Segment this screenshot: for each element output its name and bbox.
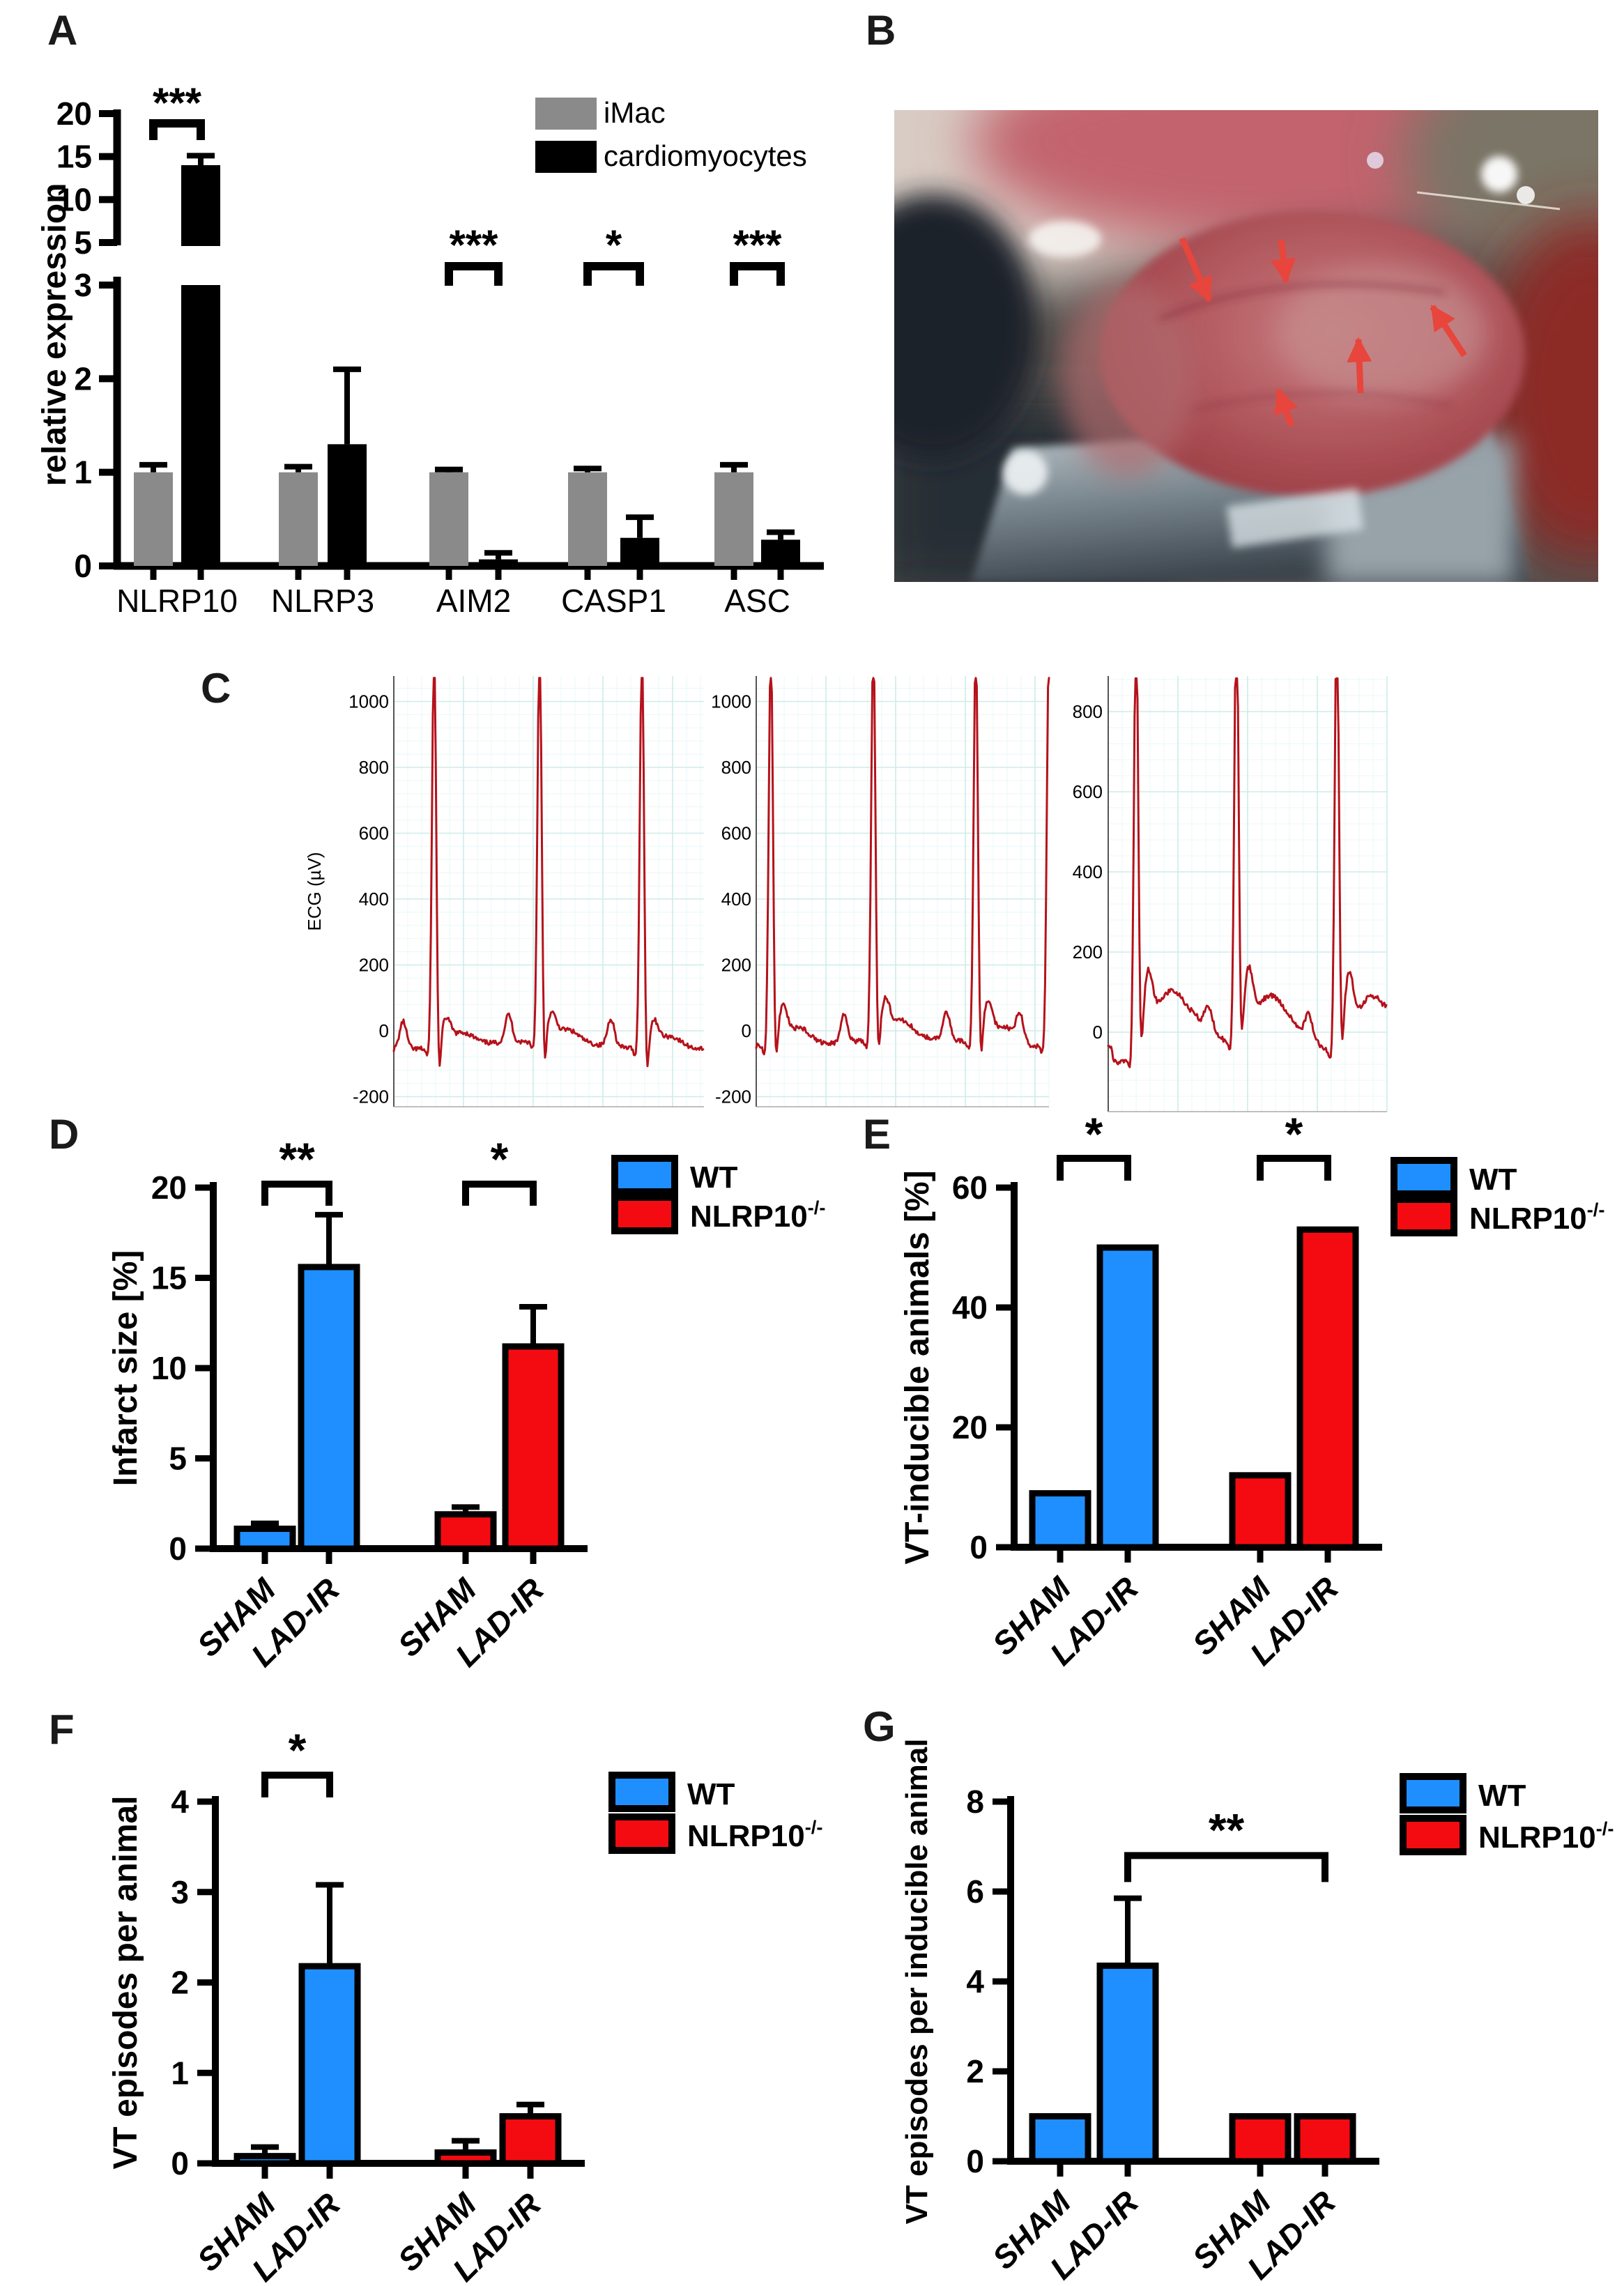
svg-text:20: 20 — [151, 1169, 187, 1206]
svg-text:400: 400 — [721, 889, 751, 910]
svg-text:NLRP10-/-: NLRP10-/- — [1478, 1818, 1614, 1855]
svg-text:800: 800 — [721, 757, 751, 778]
svg-text:ECG (µV): ECG (µV) — [304, 852, 325, 930]
svg-text:8: 8 — [966, 1783, 984, 1820]
svg-text:ASC: ASC — [724, 583, 790, 619]
svg-text:-200: -200 — [353, 1087, 389, 1107]
svg-text:*: * — [1085, 1108, 1103, 1160]
svg-text:iMac: iMac — [604, 96, 666, 129]
svg-text:600: 600 — [359, 823, 389, 844]
svg-text:40: 40 — [952, 1289, 988, 1326]
svg-text:3: 3 — [74, 267, 92, 303]
svg-text:200: 200 — [359, 955, 389, 976]
svg-text:400: 400 — [1073, 861, 1103, 882]
svg-text:VT-inducible animals [%]: VT-inducible animals [%] — [899, 1170, 936, 1564]
svg-text:1000: 1000 — [711, 691, 751, 712]
svg-text:Infarct size [%]: Infarct size [%] — [107, 1250, 144, 1487]
panel-a-letter: A — [47, 7, 78, 54]
svg-text:600: 600 — [721, 823, 751, 844]
svg-text:400: 400 — [359, 889, 389, 910]
panel-f-letter: F — [49, 1706, 75, 1753]
svg-text:NLRP10-/-: NLRP10-/- — [687, 1816, 822, 1853]
panel-c-ecg-trace-2: -200 0 200 400 600 800 1000 — [711, 676, 1050, 1107]
svg-text:VT episodes per inducible anim: VT episodes per inducible animal — [900, 1739, 934, 2225]
svg-text:800: 800 — [359, 757, 389, 778]
panel-c-ecg-trace-1: -200 0 200 400 600 800 1000 ECG (µV) — [304, 676, 705, 1107]
svg-text:relative expression: relative expression — [36, 183, 73, 486]
svg-text:2: 2 — [966, 2053, 984, 2089]
svg-text:10: 10 — [56, 181, 92, 217]
panel-b-surgery-photo — [894, 110, 1598, 582]
svg-text:4: 4 — [966, 1963, 984, 2000]
svg-text:0: 0 — [1093, 1022, 1103, 1043]
svg-text:1: 1 — [171, 2055, 189, 2091]
panel-a-expression-bar-chart: 0 1 2 3 5 10 15 20 relative expression NLRP10 NLRP… — [36, 79, 824, 619]
svg-text:*: * — [1285, 1108, 1303, 1160]
svg-text:WT: WT — [1469, 1163, 1517, 1197]
heart-surgery-photo-illustration — [894, 110, 1598, 582]
svg-text:15: 15 — [151, 1260, 187, 1296]
svg-text:2: 2 — [171, 1965, 189, 2001]
panel-e-vt-inducible-bar-chart: VT-inducible animals [%] 0204060SHAMLAD-I… — [899, 1108, 1604, 1672]
svg-text:0: 0 — [379, 1020, 389, 1041]
panel-e-letter: E — [863, 1111, 891, 1158]
svg-text:0: 0 — [966, 2143, 984, 2179]
svg-text:4: 4 — [171, 1783, 189, 1820]
panel-g-letter: G — [863, 1703, 896, 1750]
svg-text:15: 15 — [56, 139, 92, 175]
svg-text:10: 10 — [151, 1350, 187, 1386]
svg-text:5: 5 — [169, 1441, 187, 1477]
svg-text:WT: WT — [1478, 1779, 1526, 1813]
svg-text:60: 60 — [952, 1169, 988, 1206]
svg-text:1: 1 — [74, 454, 92, 491]
svg-text:6: 6 — [966, 1873, 984, 1910]
svg-text:5: 5 — [74, 224, 92, 261]
svg-text:0: 0 — [970, 1529, 988, 1565]
svg-text:-200: -200 — [715, 1087, 751, 1107]
svg-text:0: 0 — [169, 1531, 187, 1567]
svg-text:NLRP10-/-: NLRP10-/- — [1469, 1199, 1604, 1236]
svg-text:*: * — [491, 1133, 509, 1185]
svg-text:NLRP10: NLRP10 — [116, 583, 238, 619]
panel-b-letter: B — [866, 7, 896, 54]
panel-g-vt-episodes-inducible-bar-chart: VT episodes per inducible animal 02468SHA… — [900, 1739, 1614, 2286]
svg-text:1000: 1000 — [348, 691, 389, 712]
svg-text:20: 20 — [952, 1409, 988, 1445]
svg-text:800: 800 — [1073, 701, 1103, 722]
svg-text:0: 0 — [171, 2145, 189, 2181]
svg-text:20: 20 — [56, 95, 92, 132]
svg-text:*: * — [606, 222, 622, 268]
svg-text:cardiomyocytes: cardiomyocytes — [604, 139, 807, 172]
svg-text:***: *** — [153, 79, 202, 126]
svg-text:***: *** — [733, 222, 782, 268]
svg-text:**: ** — [1209, 1804, 1245, 1855]
panel-d-letter: D — [49, 1111, 79, 1158]
svg-text:600: 600 — [1073, 781, 1103, 802]
svg-text:0: 0 — [742, 1020, 751, 1041]
svg-text:2: 2 — [74, 360, 92, 397]
svg-text:0: 0 — [74, 548, 92, 584]
panel-c-ecg-trace-3: 0 200 400 600 800 — [1073, 676, 1388, 1112]
svg-text:CASP1: CASP1 — [561, 583, 666, 619]
svg-text:NLRP10-/-: NLRP10-/- — [690, 1197, 825, 1234]
svg-text:WT: WT — [690, 1160, 738, 1195]
svg-text:200: 200 — [1073, 942, 1103, 962]
svg-text:WT: WT — [687, 1777, 735, 1811]
svg-text:200: 200 — [721, 955, 751, 976]
svg-text:VT episodes per animal: VT episodes per animal — [107, 1795, 144, 2169]
svg-text:***: *** — [449, 222, 498, 268]
svg-text:**: ** — [279, 1133, 315, 1185]
svg-text:*: * — [289, 1724, 307, 1776]
panel-c-letter: C — [201, 665, 231, 712]
svg-text:AIM2: AIM2 — [436, 583, 511, 619]
svg-text:3: 3 — [171, 1874, 189, 1910]
svg-text:NLRP3: NLRP3 — [271, 583, 374, 619]
